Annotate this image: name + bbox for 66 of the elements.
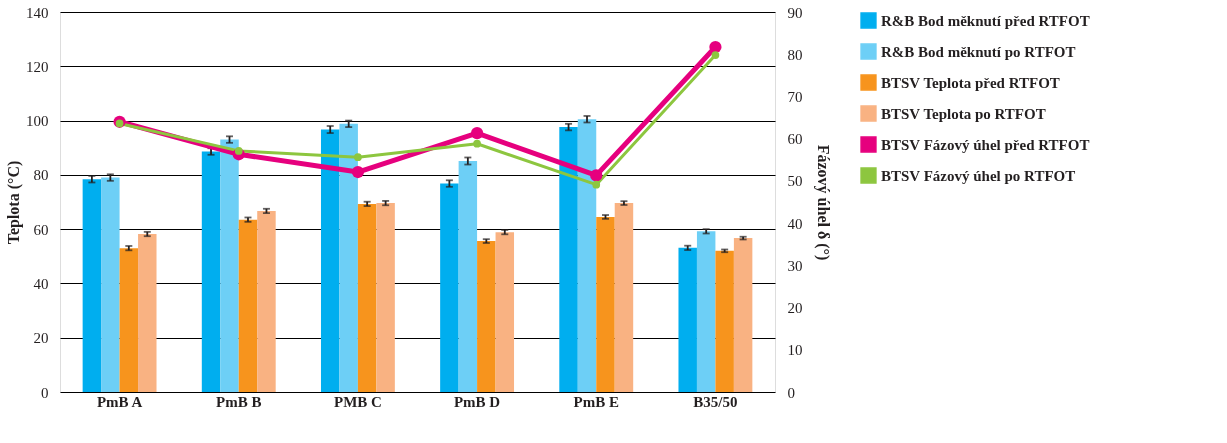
bar (477, 241, 496, 392)
bar (715, 250, 734, 392)
bar (495, 232, 515, 392)
bar (559, 127, 578, 392)
point (354, 153, 362, 162)
y-tick-label: 40 (33, 275, 49, 292)
point (592, 180, 601, 189)
point (711, 51, 720, 59)
legend-label: R&B Bod měknutí po RTFOT (881, 43, 1076, 60)
point (234, 147, 243, 155)
y-tick-label: 140 (26, 4, 49, 21)
bar (614, 203, 634, 392)
point (590, 169, 603, 182)
y2-tick-label: 50 (787, 173, 803, 190)
bar (678, 247, 697, 392)
y-axis-title: Teplota (°C) (5, 160, 23, 245)
bar (82, 179, 102, 392)
point (115, 119, 124, 128)
y2-tick-label: 40 (787, 215, 803, 232)
y-tick-label: 100 (26, 113, 49, 130)
y2-axis-title: Fázový úhel δ (°) (813, 144, 832, 261)
bar (440, 183, 459, 392)
x-tick-label: B35/50 (693, 393, 738, 410)
bar (357, 203, 377, 392)
point (351, 165, 365, 179)
y-tick-label: 0 (41, 384, 49, 401)
point (473, 139, 481, 148)
point (470, 127, 484, 140)
bar (596, 216, 615, 392)
bar (733, 238, 753, 392)
y-tick-label: 80 (33, 167, 49, 184)
bar (238, 219, 258, 392)
bar (101, 177, 120, 392)
y2-tick-label: 10 (787, 342, 803, 359)
x-tick-label: PmB A (96, 393, 143, 410)
x-tick-label: PmB E (573, 393, 619, 410)
legend-label: R&B Bod měknutí před RTFOT (881, 12, 1090, 29)
y2-tick-label: 80 (787, 46, 803, 63)
y2-tick-label: 90 (787, 4, 803, 21)
x-tick-label: PMB C (333, 393, 382, 410)
bar (339, 123, 358, 392)
bar (220, 139, 239, 392)
bar (119, 248, 139, 392)
y2-tick-label: 0 (787, 384, 795, 401)
bar (138, 234, 157, 392)
y-tick-label: 60 (33, 221, 49, 238)
y2-tick-label: 60 (787, 131, 803, 148)
bar (696, 231, 716, 392)
y2-tick-label: 30 (787, 257, 803, 274)
y-tick-label: 20 (33, 330, 49, 347)
x-tick-label: PmB B (216, 393, 262, 410)
bar (320, 129, 340, 392)
legend-label: BTSV Fázový úhel před RTFOT (881, 136, 1090, 153)
legend-label: BTSV Fázový úhel po RTFOT (881, 167, 1076, 184)
point (709, 40, 722, 54)
x-tick-label: PmB D (453, 393, 501, 410)
legend-label: BTSV Teplota před RTFOT (881, 74, 1060, 91)
y2-tick-label: 20 (787, 300, 803, 317)
bar (376, 203, 395, 392)
bar (458, 161, 478, 392)
y2-tick-label: 70 (787, 88, 803, 105)
legend-label: BTSV Teplota po RTFOT (881, 105, 1046, 122)
bar (577, 119, 597, 392)
bar (201, 151, 221, 392)
y-tick-label: 120 (26, 58, 49, 75)
bar (257, 210, 276, 392)
